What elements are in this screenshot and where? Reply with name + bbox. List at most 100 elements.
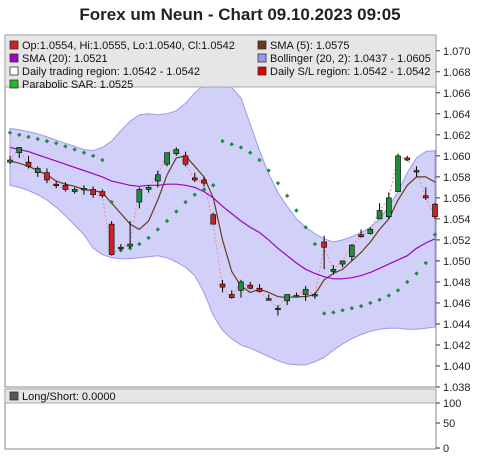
candle-body xyxy=(173,149,180,155)
sar-point xyxy=(164,218,170,224)
y-tick-label: 1.062 xyxy=(443,130,471,142)
y-tick-label: 1.060 xyxy=(443,151,471,163)
candle-body xyxy=(81,188,87,191)
candle-body xyxy=(201,179,207,184)
legend-swatch xyxy=(9,40,19,50)
sar-point xyxy=(395,288,401,293)
y-tick-label: 1.056 xyxy=(443,193,471,205)
lower-y-tick-label: 100 xyxy=(443,398,461,410)
legend-label: Bollinger (20, 2): 1.0437 - 1.0605 xyxy=(270,53,431,65)
candle-body xyxy=(182,155,189,165)
sar-point xyxy=(81,150,87,155)
legend-swatch xyxy=(9,79,19,89)
sar-point xyxy=(53,141,59,146)
sar-point xyxy=(183,199,188,205)
sar-point xyxy=(35,136,40,142)
y-tick-label: 1.048 xyxy=(443,277,471,289)
sar-point xyxy=(44,138,50,144)
candle-body xyxy=(358,234,364,238)
candle-body xyxy=(71,189,78,192)
candle-body xyxy=(395,155,401,192)
candle-body xyxy=(108,223,115,255)
candle-body xyxy=(367,229,374,234)
legend-swatch xyxy=(257,53,267,63)
legend-label: SMA (20): 1.0521 xyxy=(22,53,108,65)
legend-swatch xyxy=(257,40,267,50)
sar-point xyxy=(414,271,419,276)
candle-body xyxy=(219,283,226,288)
candle-body xyxy=(90,189,96,196)
lower-legend-label: Long/Short: 0.0000 xyxy=(22,391,116,403)
candle-body xyxy=(99,191,106,197)
y-tick-label: 1.038 xyxy=(443,382,471,394)
candle-body xyxy=(247,284,254,289)
sar-point xyxy=(303,225,308,230)
y-tick-label: 1.042 xyxy=(443,340,471,352)
sar-point xyxy=(423,260,428,266)
sar-point xyxy=(331,310,336,315)
sar-point xyxy=(284,193,290,198)
sar-point xyxy=(146,235,151,240)
candle-body xyxy=(275,307,281,310)
sar-point xyxy=(220,138,225,144)
candle-body xyxy=(256,287,263,292)
sar-point xyxy=(63,144,68,149)
candle-body xyxy=(228,294,235,298)
sar-point xyxy=(90,153,96,159)
sar-point xyxy=(358,303,364,309)
candle-body xyxy=(339,260,346,265)
sar-point xyxy=(155,227,161,232)
y-tick-label: 1.040 xyxy=(443,361,471,373)
sar-point xyxy=(312,241,318,247)
legend-label: Parabolic SAR: 1.0525 xyxy=(22,79,133,91)
sar-point xyxy=(17,132,22,138)
candle-body xyxy=(413,170,420,173)
sma5-line xyxy=(9,155,436,299)
candle-body xyxy=(284,294,290,302)
candle-body xyxy=(191,177,198,181)
chart-title: Forex um Neun - Chart 09.10.2023 09:05 xyxy=(79,5,400,24)
sar-point xyxy=(257,157,262,163)
sar-point xyxy=(349,305,355,311)
candle-body xyxy=(386,197,392,218)
bollinger-band xyxy=(9,80,436,366)
legend-swatch xyxy=(9,53,19,63)
candle-body xyxy=(44,172,50,181)
candle-body xyxy=(118,246,124,250)
sar-point xyxy=(7,130,13,135)
sar-point xyxy=(201,187,207,192)
sar-point xyxy=(321,311,327,316)
candle-body xyxy=(302,288,309,295)
candle-body xyxy=(155,174,161,182)
candle-body xyxy=(432,203,438,218)
candle-body xyxy=(7,159,13,163)
main-plot-panel xyxy=(4,34,438,388)
sar-point xyxy=(248,150,253,155)
candle-body xyxy=(321,241,327,248)
sar-point xyxy=(174,209,179,214)
y-tick-label: 1.046 xyxy=(443,298,471,310)
sar-point xyxy=(294,208,299,213)
candle-body xyxy=(238,281,244,291)
sar-point xyxy=(192,192,197,197)
y-tick-label: 1.058 xyxy=(443,172,471,184)
y-tick-label: 1.052 xyxy=(443,235,471,247)
lower-y-tick-label: 50 xyxy=(443,418,455,430)
candle-body xyxy=(349,244,355,258)
sar-point xyxy=(405,279,410,285)
candle-body xyxy=(136,189,143,203)
candle-body xyxy=(265,298,272,301)
legend-label: Daily S/L region: 1.0542 - 1.0542 xyxy=(270,66,430,78)
sar-point xyxy=(238,145,244,150)
sar-point xyxy=(386,293,392,298)
sar-point xyxy=(340,308,345,313)
y-tick-label: 1.068 xyxy=(443,67,471,79)
candle-body xyxy=(25,161,32,167)
chart-legend: Op:1.0554, Hi:1.0555, Lo:1.0540, Cl:1.05… xyxy=(4,34,437,91)
sar-point xyxy=(229,142,234,147)
sar-point xyxy=(72,147,77,152)
legend-swatch xyxy=(9,66,19,76)
candle-body xyxy=(127,243,133,247)
